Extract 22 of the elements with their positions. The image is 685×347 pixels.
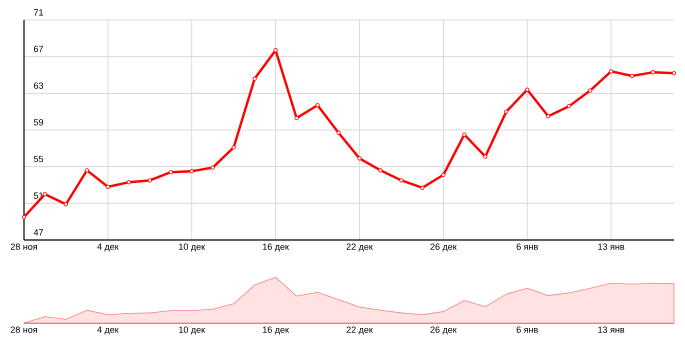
y-tick-label: 47 <box>34 229 44 236</box>
x-tick-label: 28 ноя <box>10 326 37 333</box>
x-tick-label: 16 дек <box>263 244 289 252</box>
x-tick-label: 22 дек <box>346 326 373 335</box>
x-tick-label: 13 янв <box>598 244 624 250</box>
y-tick-label: 63 <box>34 82 44 89</box>
x-tick-label: 10 дек <box>179 244 206 252</box>
y-tick-label: 67 <box>34 46 44 52</box>
y-tick-label: 55 <box>34 156 44 162</box>
x-tick-label: 22 дек <box>346 244 373 252</box>
x-tick-label: 6 янв <box>516 244 538 250</box>
x-tick-label: 13 янв <box>598 326 624 333</box>
x-tick-label: 26 дек <box>430 244 457 252</box>
x-tick-label: 4 дек <box>97 326 119 334</box>
x-tick-label: 6 янв <box>516 326 538 333</box>
x-tick-label: 28 ноя <box>10 244 37 250</box>
x-tick-label: 26 дек <box>430 326 457 335</box>
x-tick-label: 10 дек <box>179 326 206 335</box>
x-tick-label: 4 дек <box>97 244 119 252</box>
x-tick-label: 16 дек <box>263 326 289 335</box>
y-tick-label: 71 <box>34 9 44 16</box>
y-tick-label: 59 <box>34 119 44 126</box>
